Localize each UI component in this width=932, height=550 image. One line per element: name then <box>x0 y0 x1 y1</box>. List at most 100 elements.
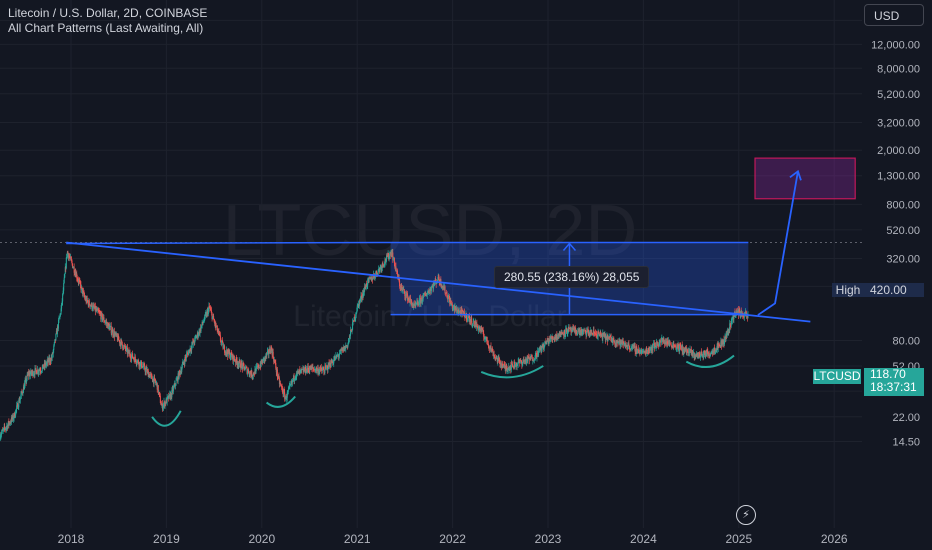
chart-legend: Litecoin / U.S. Dollar, 2D, COINBASE All… <box>8 6 207 36</box>
candle-body <box>656 341 658 347</box>
candle-body <box>626 345 628 347</box>
candle-body <box>645 349 647 354</box>
price-tick-label: 8,000.00 <box>877 63 920 75</box>
candle-body <box>619 339 621 342</box>
candle-body <box>650 347 652 349</box>
candle-body <box>44 362 46 366</box>
candle-body <box>448 296 450 298</box>
candle-body <box>673 343 675 347</box>
candle-body <box>148 374 150 377</box>
candle-body <box>227 352 229 356</box>
candle-body <box>410 298 412 301</box>
candle-body <box>152 379 154 382</box>
indicator-title[interactable]: All Chart Patterns (Last Awaiting, All) <box>8 21 204 35</box>
drawing-layer[interactable] <box>66 157 856 427</box>
candle-body <box>716 350 718 351</box>
candle-body <box>59 316 61 319</box>
candle-body <box>632 345 634 346</box>
candle-body <box>431 286 433 288</box>
candle-body <box>706 349 708 353</box>
candle-body <box>519 359 521 363</box>
time-tick-label: 2018 <box>58 532 85 546</box>
candle-body <box>521 362 523 366</box>
candle-body <box>724 340 726 345</box>
candle-body <box>427 291 429 293</box>
symbol-title[interactable]: Litecoin / U.S. Dollar, 2D, COINBASE <box>8 6 208 20</box>
candle-body <box>171 388 173 390</box>
candle-body <box>60 313 62 315</box>
candle-body <box>684 347 686 351</box>
candle-body <box>55 334 57 341</box>
candle-body <box>609 336 611 338</box>
candle-body <box>357 304 359 306</box>
candle-body <box>661 338 663 340</box>
candle-body <box>89 304 91 307</box>
candle-body <box>718 344 720 346</box>
candle-body <box>391 252 393 256</box>
candle-body <box>247 370 249 372</box>
candle-body <box>26 379 28 383</box>
candle-body <box>638 349 640 354</box>
candle-body <box>470 317 472 321</box>
candle-body <box>690 349 692 351</box>
candle-body <box>387 253 389 258</box>
candle-body <box>346 345 348 347</box>
candle-body <box>197 334 199 337</box>
candle-body <box>632 345 634 346</box>
candle-body <box>189 349 191 353</box>
candle-body <box>651 345 653 351</box>
candle-body <box>309 365 311 370</box>
candle-body <box>149 375 151 378</box>
candle-body <box>40 371 42 373</box>
candle-body <box>382 264 384 266</box>
candle-body <box>603 333 605 337</box>
candle-body <box>300 369 302 371</box>
candle-body <box>557 334 559 339</box>
candle-body <box>294 378 296 381</box>
candle-body <box>126 347 128 349</box>
currency-button[interactable]: USD <box>864 4 924 26</box>
candle-body <box>425 295 427 297</box>
candle-body <box>105 321 107 323</box>
candle-body <box>339 350 341 354</box>
time-axis[interactable]: 2018 2019 2020 2021 2022 2023 2024 2025 2026 <box>58 532 848 546</box>
candle-body <box>642 351 644 352</box>
candle-body <box>12 415 14 420</box>
candle-body <box>249 371 251 374</box>
candle-body <box>100 314 102 320</box>
candle-body <box>89 305 91 307</box>
candle-body <box>193 340 195 343</box>
candle-body <box>222 342 224 349</box>
candle-body <box>617 341 619 343</box>
price-tick-label: 2,000.00 <box>877 145 920 157</box>
candle-body <box>478 326 480 329</box>
candle-body <box>154 377 156 379</box>
candle-body <box>187 353 189 356</box>
candle-body <box>559 336 561 338</box>
candle-body <box>467 318 469 320</box>
candle-body <box>64 267 66 274</box>
candle-body <box>341 349 343 351</box>
candle-body <box>136 362 138 364</box>
candle-body <box>508 366 510 369</box>
candle-body <box>216 325 218 332</box>
candle-body <box>357 303 359 305</box>
candle-body <box>574 327 576 332</box>
candle-body <box>684 348 686 351</box>
candle-body <box>534 352 536 359</box>
candle-body <box>546 341 548 345</box>
candle-body <box>84 295 86 298</box>
candle-body <box>117 335 119 341</box>
candle-body <box>100 313 102 320</box>
candle-body <box>730 321 732 326</box>
candle-body <box>551 338 553 340</box>
candle-body <box>669 342 671 344</box>
candle-body <box>189 348 191 353</box>
candle-body <box>323 369 325 373</box>
candle-body <box>394 263 396 268</box>
lightning-icon[interactable]: ⚡ <box>736 505 756 525</box>
candle-body <box>444 286 446 294</box>
candle-body <box>386 255 388 257</box>
candle-body <box>98 311 100 312</box>
